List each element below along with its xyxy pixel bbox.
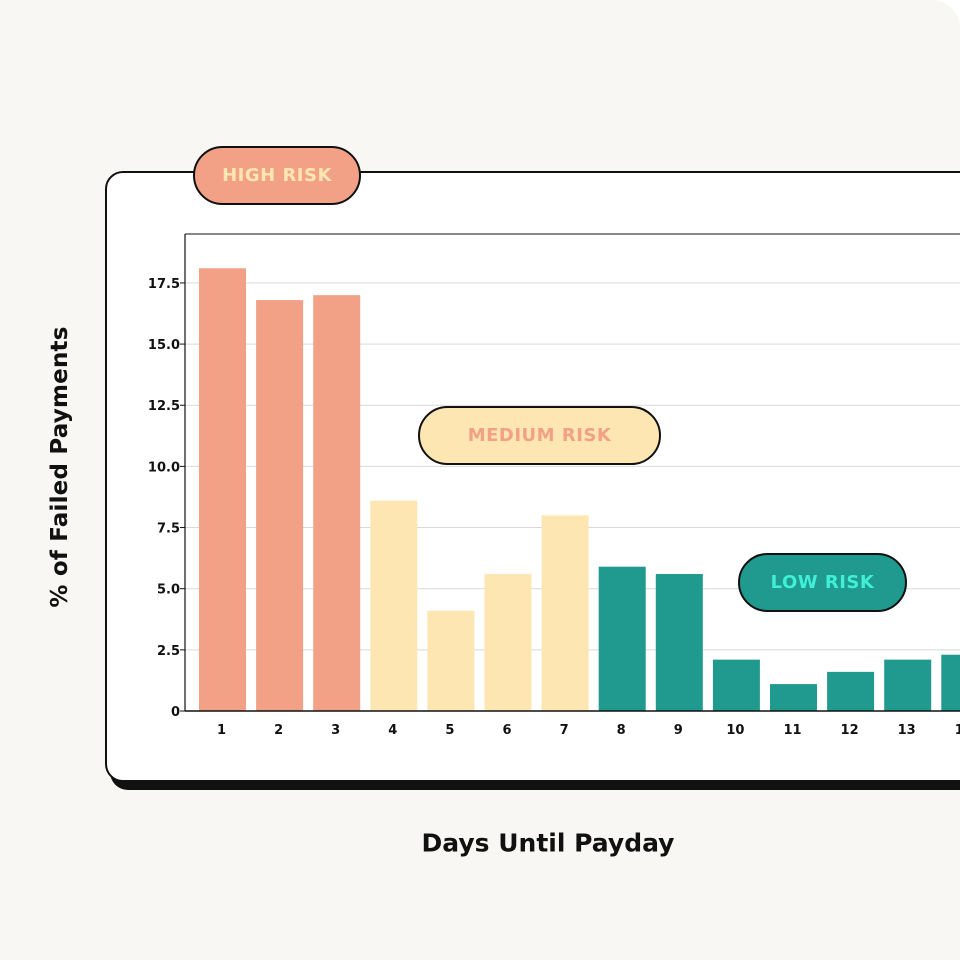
bar-day-4 [370,500,418,711]
chart-card [105,171,960,782]
y-tick-label: 17.5 [148,277,180,292]
x-tick-label: 7 [560,723,569,738]
x-tick-label: 11 [783,723,801,738]
x-tick-label: 9 [674,723,683,738]
x-tick-label: 13 [898,723,916,738]
x-tick-label: 2 [274,723,283,738]
y-tick-label: 7.5 [157,522,180,537]
bar-day-1 [199,268,246,711]
x-tick-label: 5 [445,723,454,738]
x-tick-label: 10 [726,723,744,738]
x-tick-label: 4 [388,723,397,738]
bar-day-9 [655,574,703,711]
bar-day-10 [712,659,760,711]
medium-risk-pill: MEDIUM RISK [418,406,661,465]
y-tick-label: 10.0 [148,460,180,475]
x-tick-label: 12 [841,723,859,738]
x-tick-label: 14 [955,723,960,738]
bar-day-7 [541,515,589,711]
x-axis-label: Days Until Payday [421,828,675,858]
bar-day-2 [256,300,304,711]
high-risk-pill: HIGH RISK [193,146,361,205]
y-tick-label: 15.0 [148,338,180,353]
x-tick-label: 8 [617,723,626,738]
bar-day-3 [313,295,361,711]
y-tick-label: 5.0 [157,583,180,598]
x-tick-label: 1 [217,723,226,738]
bar-day-8 [598,566,646,711]
y-tick-label: 2.5 [157,644,180,659]
y-tick-label: 12.5 [148,399,180,414]
bar-day-11 [770,684,817,711]
y-tick-label: 0 [171,705,180,720]
bar-day-13 [884,659,932,711]
y-axis-label: % of Failed Payments [47,326,73,608]
bar-day-6 [484,574,532,711]
bar-day-12 [827,671,875,711]
bar-day-14 [941,654,960,711]
x-tick-label: 6 [502,723,511,738]
x-tick-label: 3 [331,723,340,738]
bar-day-5 [427,610,475,711]
low-risk-pill: LOW RISK [738,553,907,612]
